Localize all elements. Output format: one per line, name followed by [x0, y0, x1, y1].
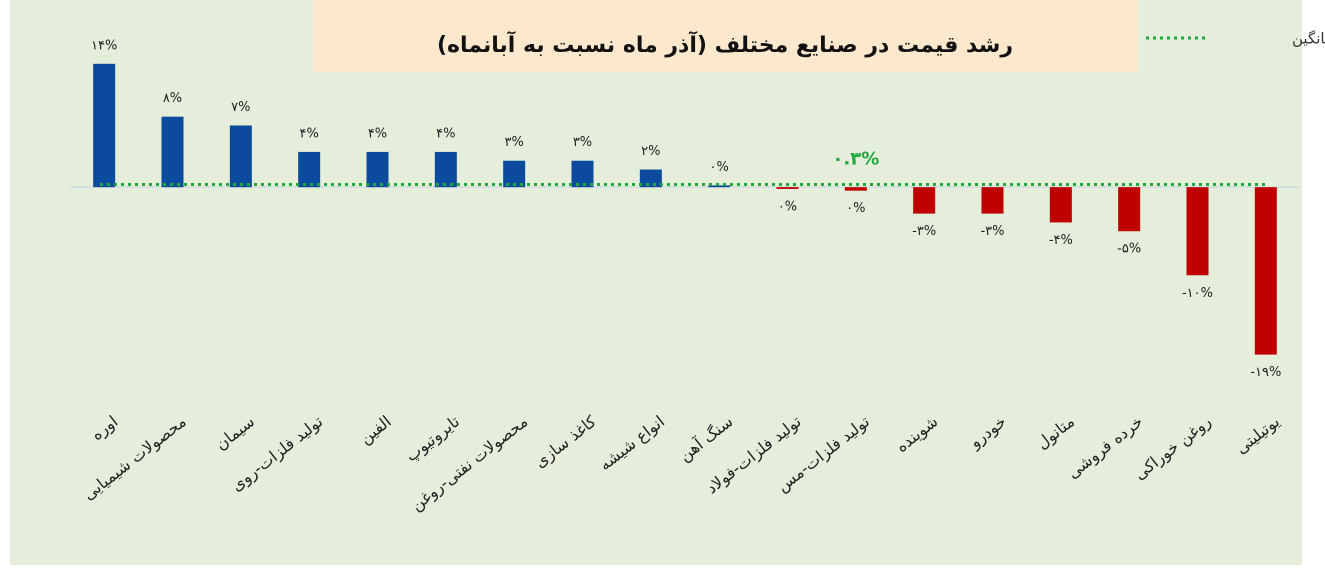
bar [1186, 187, 1209, 276]
value-label: ۳% [573, 135, 592, 150]
bar [298, 151, 321, 188]
value-label: ۴% [368, 126, 387, 141]
title-box [313, 0, 1138, 72]
value-label: ۱۴% [91, 38, 117, 53]
bar [1254, 187, 1277, 355]
bar [571, 160, 594, 188]
chart-title: رشد قیمت در صنایع مختلف (آذر ماه نسبت به… [437, 30, 1013, 58]
value-label: ۴% [436, 126, 455, 141]
value-label: ۳% [504, 135, 523, 150]
value-label: ۸% [163, 91, 182, 106]
bar [366, 151, 389, 188]
value-label: -۴% [1049, 233, 1073, 248]
bar [981, 187, 1004, 214]
value-label: ۰% [709, 160, 728, 175]
legend-label: میانگین [1292, 30, 1325, 48]
bar [776, 187, 799, 189]
value-label: ۰% [846, 201, 865, 216]
value-label: -۱۰% [1182, 286, 1213, 301]
bar [503, 160, 526, 188]
value-label: ۰% [778, 199, 797, 214]
bar [434, 151, 457, 188]
value-label: -۳% [912, 224, 936, 239]
value-label: ۷% [231, 100, 250, 115]
bar [1118, 187, 1141, 232]
bar [913, 187, 936, 214]
value-label: -۵% [1117, 242, 1141, 257]
value-label: -۳% [980, 224, 1004, 239]
value-label: ۴% [299, 126, 318, 141]
value-label: ۲% [641, 144, 660, 159]
bar [708, 185, 731, 188]
plot-background [10, 0, 1302, 565]
value-label: -۱۹% [1250, 365, 1281, 380]
bar [93, 63, 116, 188]
bar [229, 125, 252, 188]
bar [1049, 187, 1072, 223]
bar [844, 187, 867, 191]
bar [639, 169, 662, 188]
bar [161, 116, 184, 188]
average-label: ۰.۳% [832, 149, 879, 170]
